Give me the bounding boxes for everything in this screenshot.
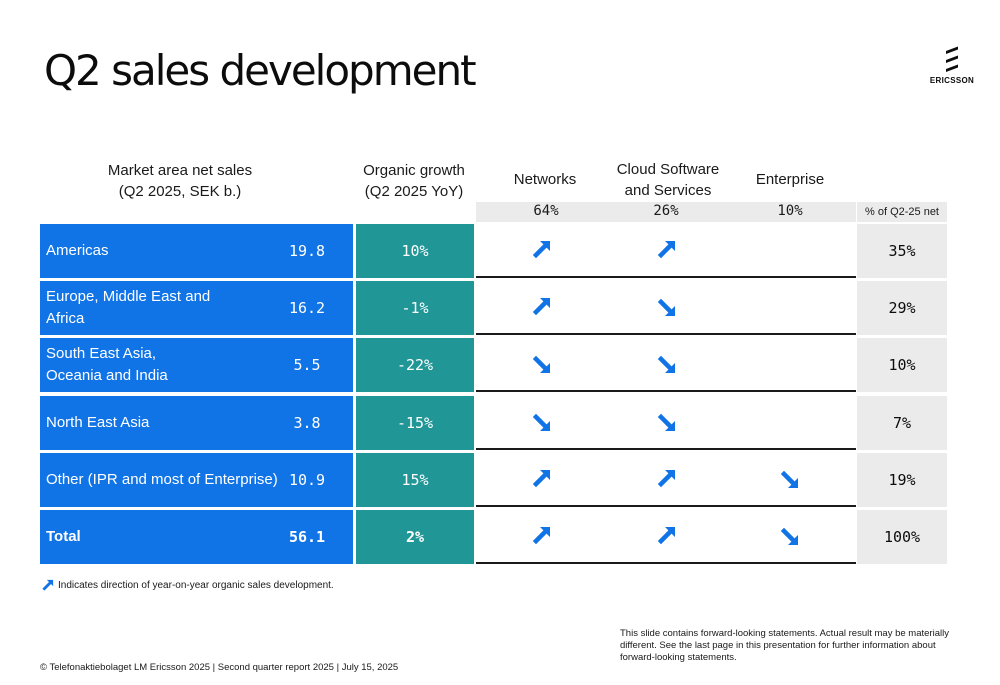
disclaimer: This slide contains forward-looking stat… — [620, 628, 949, 663]
segment-arrows — [476, 338, 856, 392]
legend-text: Indicates direction of year-on-year orga… — [58, 579, 334, 591]
organic-growth: -1% — [356, 281, 474, 335]
arrow-up-right-icon — [532, 241, 550, 259]
segment-share-strip — [476, 202, 856, 222]
header-market: Market area net sales (Q2 2025, SEK b.) — [107, 162, 253, 200]
header-cloud: Cloud Software and Services — [616, 161, 720, 199]
share-networks: 64% — [533, 203, 559, 219]
market-cell: North East Asia 3.8 — [40, 396, 353, 450]
share-cloud: 26% — [653, 203, 679, 219]
logo-text: ERICSSON — [929, 76, 975, 85]
organic-growth: 2% — [356, 510, 474, 564]
arrow-up-right-icon — [657, 241, 675, 259]
arrow-down-right-icon — [532, 413, 550, 431]
arrow-up-right-icon — [532, 298, 550, 316]
page-title: Q2 sales development — [44, 46, 477, 95]
table-row: Europe, Middle East and Africa 16.2 -1% 2… — [40, 281, 947, 335]
arrow-up-right-icon — [657, 470, 675, 488]
arrow-down-right-icon — [780, 527, 798, 545]
segment-arrows — [476, 510, 856, 564]
market-sales: 10.9 — [288, 471, 326, 489]
segment-arrows — [476, 281, 856, 335]
market-cell: South East Asia, Oceania and India 5.5 — [40, 338, 353, 392]
market-sales: 19.8 — [288, 242, 326, 260]
header-networks: Networks — [513, 171, 577, 188]
arrow-down-right-icon — [780, 470, 798, 488]
segment-arrows — [476, 453, 856, 507]
market-name: Other (IPR and most of Enterprise) — [46, 471, 278, 488]
arrow-up-right-icon — [42, 579, 54, 591]
market-cell: Europe, Middle East and Africa 16.2 — [40, 281, 353, 335]
arrow-down-right-icon — [657, 355, 675, 373]
organic-growth: 10% — [356, 224, 474, 278]
arrow-up-right-icon — [532, 527, 550, 545]
market-sales: 5.5 — [293, 356, 321, 374]
table-row: Other (IPR and most of Enterprise) 10.9 … — [40, 453, 947, 507]
market-sales: 56.1 — [288, 528, 326, 546]
table-row: South East Asia, Oceania and India 5.5 -2… — [40, 338, 947, 392]
share-of-sales: 29% — [857, 281, 947, 335]
market-sales: 16.2 — [288, 299, 326, 317]
table-row: North East Asia 3.8 -15% 7% — [40, 396, 947, 450]
legend: Indicates direction of year-on-year orga… — [40, 577, 334, 593]
arrow-down-right-icon — [657, 413, 675, 431]
share-of-sales: 35% — [857, 224, 947, 278]
segment-arrows — [476, 396, 856, 450]
organic-growth: 15% — [356, 453, 474, 507]
table-row: Total 56.1 2% 100% — [40, 510, 947, 564]
share-of-sales: 7% — [857, 396, 947, 450]
arrow-up-right-icon — [657, 527, 675, 545]
market-cell: Total 56.1 — [40, 510, 353, 564]
share-of-sales: 10% — [857, 338, 947, 392]
pct-header: % of Q2-25 net sales — [857, 202, 947, 238]
market-name: North East Asia — [46, 414, 150, 431]
organic-growth: -22% — [356, 338, 474, 392]
segment-arrows — [476, 224, 856, 278]
arrow-down-right-icon — [657, 298, 675, 316]
table-row: Americas 19.8 10% 35% — [40, 224, 947, 278]
market-name: South East Asia, Oceania and India — [46, 345, 168, 384]
market-name: Total — [46, 528, 81, 545]
share-of-sales: 100% — [857, 510, 947, 564]
header-growth: Organic growth (Q2 2025 YoY) — [363, 162, 465, 200]
market-name: Americas — [46, 242, 109, 259]
market-cell: Americas 19.8 — [40, 224, 353, 278]
market-sales: 3.8 — [293, 414, 321, 432]
organic-growth: -15% — [356, 396, 474, 450]
header-enterprise: Enterprise — [755, 171, 825, 188]
arrow-up-right-icon — [532, 470, 550, 488]
share-of-sales: 19% — [857, 453, 947, 507]
arrow-down-right-icon — [532, 355, 550, 373]
share-enterprise: 10% — [777, 203, 803, 219]
ericsson-logo-icon — [946, 46, 958, 72]
ericsson-logo: ERICSSON — [929, 46, 975, 88]
footer: © Telefonaktiebolaget LM Ericsson 2025 |… — [40, 662, 399, 673]
market-cell: Other (IPR and most of Enterprise) 10.9 — [40, 453, 353, 507]
market-name: Europe, Middle East and Africa — [46, 288, 211, 327]
